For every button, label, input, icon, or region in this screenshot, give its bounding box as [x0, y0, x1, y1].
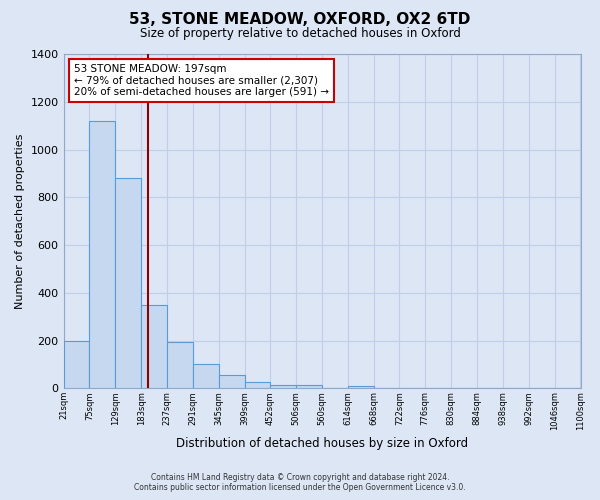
- Bar: [347, 386, 374, 388]
- Text: 53 STONE MEADOW: 197sqm
← 79% of detached houses are smaller (2,307)
20% of semi: 53 STONE MEADOW: 197sqm ← 79% of detache…: [74, 64, 329, 97]
- Y-axis label: Number of detached properties: Number of detached properties: [15, 134, 25, 309]
- Text: Contains HM Land Registry data © Crown copyright and database right 2024.
Contai: Contains HM Land Registry data © Crown c…: [134, 473, 466, 492]
- Text: 53, STONE MEADOW, OXFORD, OX2 6TD: 53, STONE MEADOW, OXFORD, OX2 6TD: [130, 12, 470, 28]
- Bar: [64, 340, 89, 388]
- Bar: [89, 121, 115, 388]
- Bar: [270, 384, 296, 388]
- Bar: [141, 304, 167, 388]
- Bar: [193, 364, 219, 388]
- Bar: [296, 384, 322, 388]
- X-axis label: Distribution of detached houses by size in Oxford: Distribution of detached houses by size …: [176, 437, 468, 450]
- Bar: [245, 382, 270, 388]
- Bar: [115, 178, 141, 388]
- Text: Size of property relative to detached houses in Oxford: Size of property relative to detached ho…: [140, 28, 460, 40]
- Bar: [219, 375, 245, 388]
- Bar: [167, 342, 193, 388]
